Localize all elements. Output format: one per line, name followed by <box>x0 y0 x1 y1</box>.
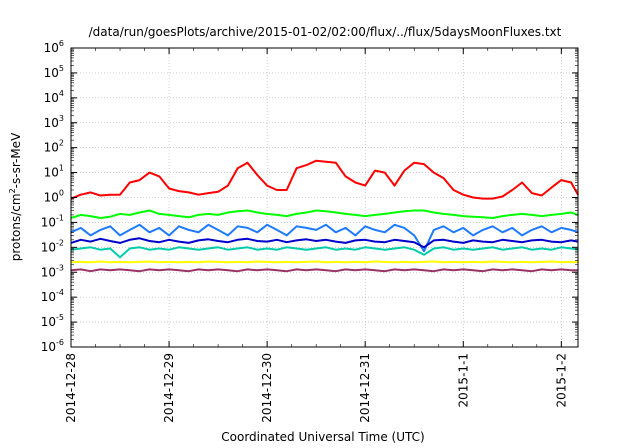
x-axis-label: Coordinated Universal Time (UTC) <box>221 430 424 444</box>
x-tick-label: 2014-12-31 <box>358 353 372 423</box>
series-line-7 <box>70 268 578 273</box>
series-layer <box>70 159 579 273</box>
y-tick-exponent: -6 <box>56 338 64 347</box>
y-tick-base: 10 <box>41 290 56 304</box>
y-tick-base: 10 <box>41 340 56 354</box>
y-tick-label: 10-1 <box>41 213 64 229</box>
y-tick-base: 10 <box>44 41 59 55</box>
y-tick-exponent: -4 <box>56 288 64 297</box>
x-tick-label: 2015-1-2 <box>554 353 568 407</box>
y-tick-labels: 10610510410310210110010-110-210-310-410-… <box>41 39 64 354</box>
ticks <box>70 47 578 348</box>
y-tick-base: 10 <box>41 240 56 254</box>
x-tick-label: 2015-1-1 <box>456 353 470 407</box>
x-tick-label: 2014-12-29 <box>162 353 176 423</box>
y-tick-label: 102 <box>44 139 64 155</box>
y-tick-exponent: 3 <box>59 114 64 123</box>
y-tick-label: 105 <box>44 64 64 80</box>
y-tick-label: 10-4 <box>41 288 64 304</box>
y-axis-label: protons/cm2-s-sr-MeV <box>8 132 23 261</box>
y-tick-label: 106 <box>44 39 64 55</box>
y-tick-exponent: -1 <box>56 213 64 222</box>
x-tick-label: 2014-12-30 <box>260 353 274 423</box>
series-line-6 <box>70 260 579 264</box>
chart-title: /data/run/goesPlots/archive/2015-01-02/0… <box>89 25 562 39</box>
y-tick-exponent: -2 <box>56 238 64 247</box>
y-tick-exponent: 0 <box>59 189 64 198</box>
y-axis-label-exp: 2 <box>8 188 17 193</box>
y-tick-label: 10-2 <box>41 238 64 254</box>
y-tick-label: 100 <box>44 189 64 205</box>
y-tick-exponent: 6 <box>59 39 64 48</box>
y-tick-base: 10 <box>41 215 56 229</box>
y-tick-base: 10 <box>44 91 59 105</box>
y-tick-label: 10-5 <box>41 313 64 329</box>
y-tick-exponent: -3 <box>56 263 64 272</box>
x-tick-label: 2014-12-28 <box>64 353 78 423</box>
y-tick-base: 10 <box>41 315 56 329</box>
y-tick-base: 10 <box>44 141 59 155</box>
y-tick-base: 10 <box>44 116 59 130</box>
grid <box>71 48 578 347</box>
series-line-1 <box>70 159 579 200</box>
y-axis-label-main: protons/cm <box>9 193 23 261</box>
y-axis-label-rest: -s-sr-MeV <box>9 132 23 188</box>
x-tick-labels: 2014-12-28 2014-12-29 2014-12-30 2014-12-31… <box>64 353 568 423</box>
y-tick-exponent: 1 <box>59 164 64 173</box>
y-tick-label: 103 <box>44 114 64 130</box>
y-tick-exponent: 5 <box>59 64 64 73</box>
series-line-2 <box>70 209 579 219</box>
y-tick-base: 10 <box>44 166 59 180</box>
y-tick-base: 10 <box>44 66 59 80</box>
y-tick-label: 10-6 <box>41 338 64 354</box>
y-tick-base: 10 <box>44 191 59 205</box>
y-tick-exponent: 4 <box>59 89 64 98</box>
series-line-4 <box>70 237 579 249</box>
y-tick-exponent: 2 <box>59 139 64 148</box>
y-tick-label: 10-3 <box>41 263 64 279</box>
y-tick-base: 10 <box>41 265 56 279</box>
y-tick-label: 101 <box>44 164 64 180</box>
series-line-5 <box>70 246 579 259</box>
y-tick-label: 104 <box>44 89 64 105</box>
series-line-3 <box>70 223 579 253</box>
y-tick-exponent: -5 <box>56 313 64 322</box>
